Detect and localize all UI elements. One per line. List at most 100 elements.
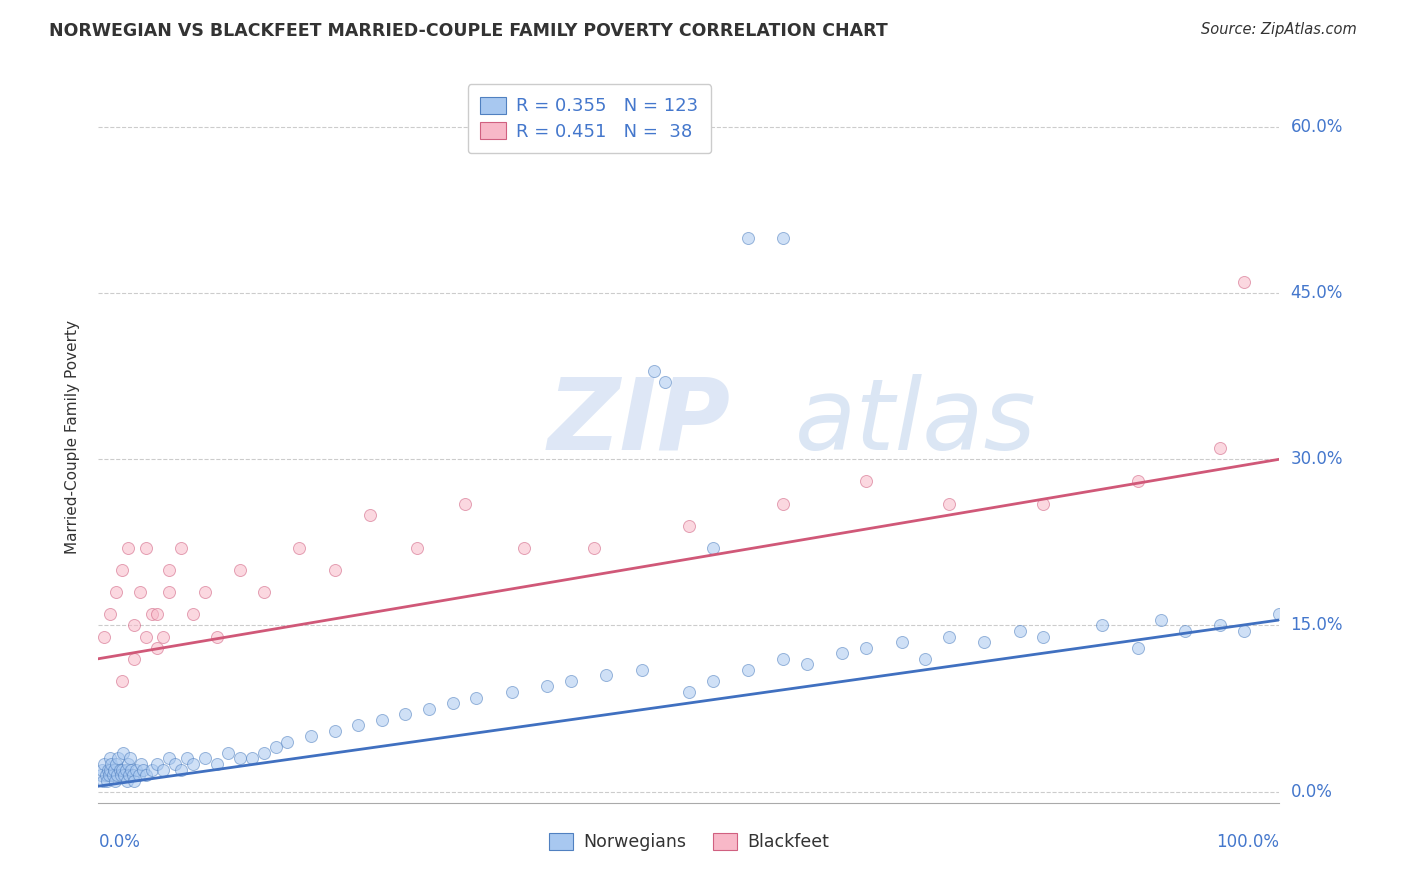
Point (91, 763, 114, 777)
Point (129, 757, 152, 772)
Point (583, 541, 606, 555)
Point (855, 640, 877, 655)
Text: Source: ZipAtlas.com: Source: ZipAtlas.com (1201, 22, 1357, 37)
Point (152, 763, 174, 777)
Point (105, 768, 128, 782)
Point (560, 673, 582, 688)
Point (229, 751, 252, 765)
Point (276, 735, 298, 749)
Point (1209, 618, 1232, 632)
Point (702, 673, 724, 688)
Point (654, 375, 676, 389)
Point (264, 740, 287, 755)
Point (112, 746, 135, 760)
Point (111, 563, 134, 577)
Point (536, 680, 558, 694)
Point (176, 751, 198, 765)
Point (1032, 630, 1054, 644)
Point (157, 585, 180, 599)
Point (122, 773, 145, 788)
Point (90, 768, 112, 782)
Point (890, 635, 912, 649)
Point (1091, 618, 1114, 632)
Point (1126, 640, 1149, 655)
Point (125, 763, 148, 777)
Point (146, 757, 169, 772)
Point (108, 763, 131, 777)
Point (135, 541, 157, 555)
Point (98, 768, 121, 782)
Point (111, 763, 134, 777)
Point (253, 746, 276, 760)
Text: 0.0%: 0.0% (98, 833, 141, 851)
Point (772, 651, 794, 665)
Point (96, 773, 118, 788)
Point (394, 707, 416, 722)
Point (678, 518, 700, 533)
Point (205, 757, 228, 772)
Point (441, 696, 464, 710)
Point (165, 757, 187, 772)
Text: atlas: atlas (796, 374, 1036, 471)
Point (796, 657, 818, 672)
Point (105, 585, 128, 599)
Point (453, 497, 475, 511)
Point (121, 768, 143, 782)
Point (146, 607, 169, 622)
Point (100, 757, 122, 772)
Point (135, 768, 157, 782)
Point (91, 773, 114, 788)
Point (114, 763, 136, 777)
Point (98, 607, 121, 622)
Point (288, 541, 311, 555)
Point (122, 618, 145, 632)
Text: 45.0%: 45.0% (1291, 284, 1343, 302)
Text: 60.0%: 60.0% (1291, 118, 1343, 136)
Point (120, 751, 142, 765)
Point (253, 585, 276, 599)
Point (630, 663, 652, 677)
Point (111, 673, 134, 688)
Point (152, 630, 174, 644)
Point (973, 635, 995, 649)
Point (1126, 475, 1149, 489)
Point (128, 585, 150, 599)
Point (118, 768, 141, 782)
Point (855, 475, 877, 489)
Point (121, 763, 143, 777)
Point (181, 607, 204, 622)
Point (831, 646, 853, 660)
Point (465, 690, 488, 705)
Point (702, 541, 724, 555)
Point (98, 751, 121, 765)
Point (141, 763, 163, 777)
Point (112, 768, 135, 782)
Point (229, 563, 252, 577)
Point (1209, 441, 1232, 455)
Point (347, 718, 370, 732)
Point (110, 768, 132, 782)
Point (1233, 275, 1256, 289)
Point (117, 541, 139, 555)
Point (194, 585, 217, 599)
Point (914, 651, 936, 665)
Point (170, 763, 193, 777)
Point (115, 773, 138, 788)
Point (141, 607, 163, 622)
Text: 30.0%: 30.0% (1291, 450, 1343, 468)
Point (98, 763, 121, 777)
Point (181, 757, 204, 772)
Point (323, 563, 346, 577)
Point (128, 768, 150, 782)
Point (1150, 613, 1173, 627)
Point (107, 751, 129, 765)
Point (678, 685, 700, 699)
Point (323, 723, 346, 738)
Point (1174, 624, 1197, 638)
Point (772, 497, 794, 511)
Point (103, 763, 125, 777)
Point (240, 751, 263, 765)
Point (97, 763, 120, 777)
Point (737, 230, 759, 244)
Text: 0.0%: 0.0% (1291, 782, 1333, 801)
